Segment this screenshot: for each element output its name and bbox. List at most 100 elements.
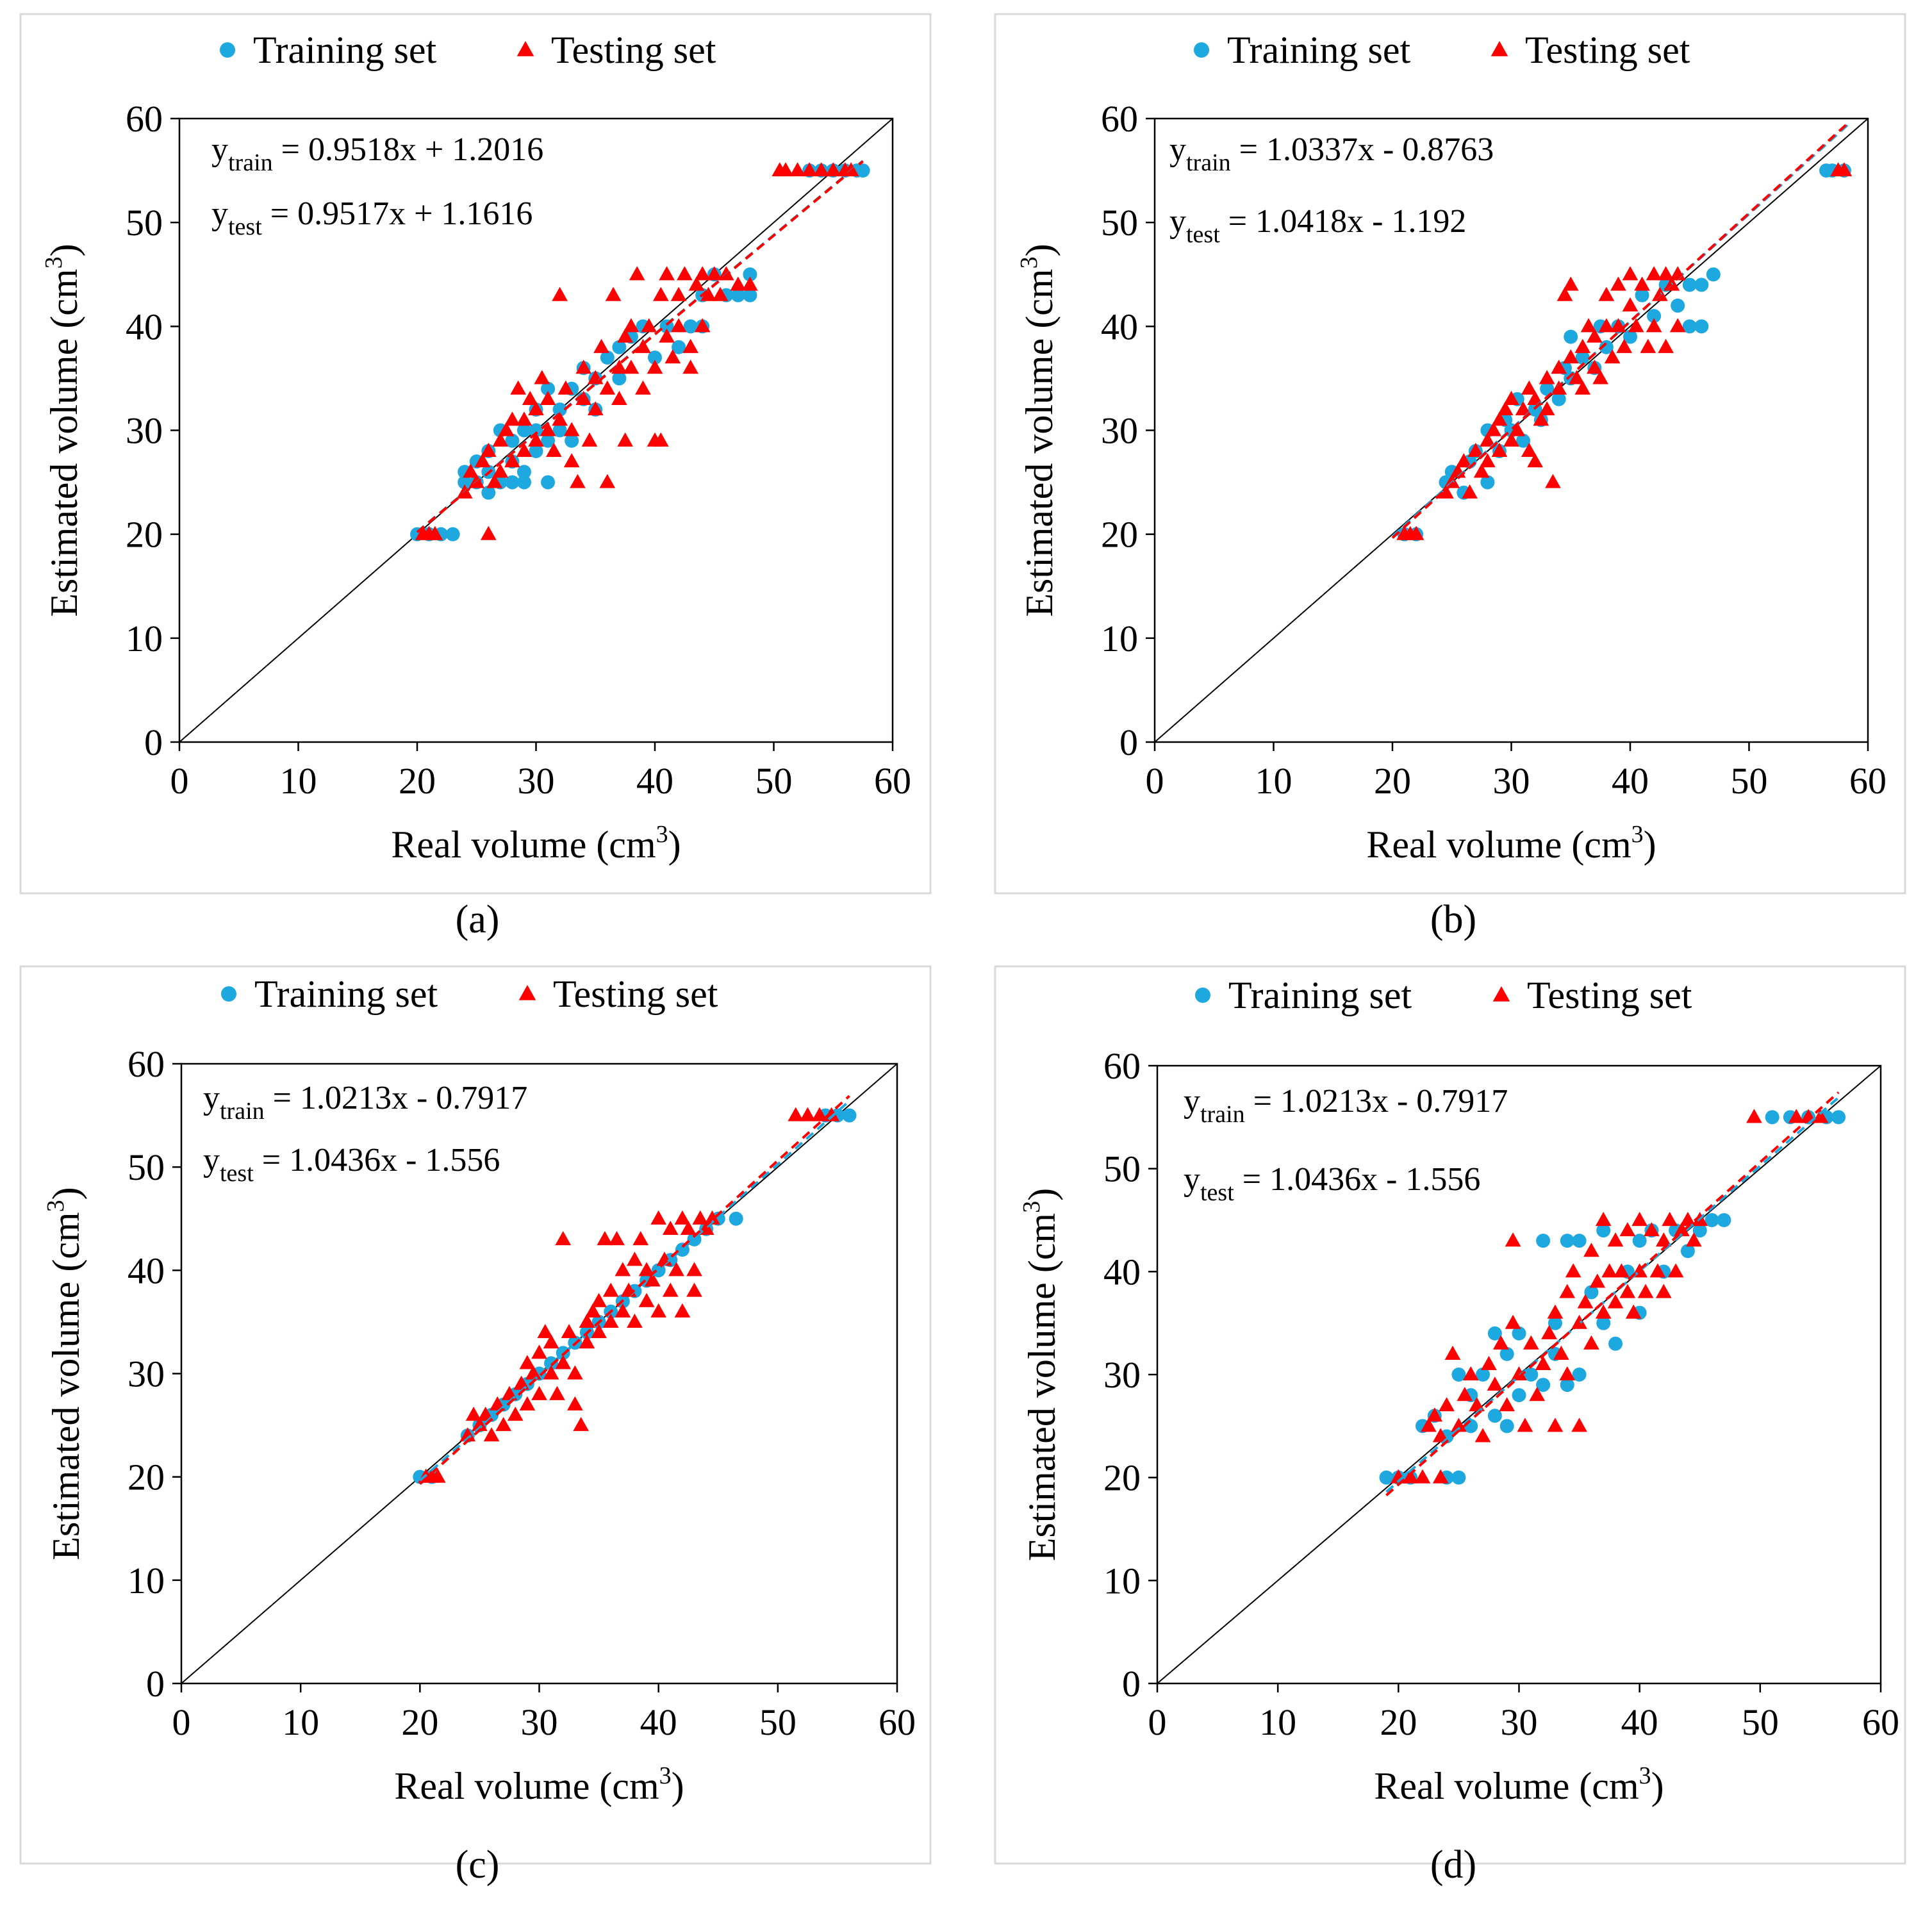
data-point-testing xyxy=(1616,338,1633,353)
equation-training: ytrain = 1.0213x - 0.7917 xyxy=(203,1080,527,1125)
data-point-testing xyxy=(602,1282,619,1297)
data-point-testing xyxy=(545,442,562,458)
data-point-testing xyxy=(1533,411,1549,426)
legend-label-training: Training set xyxy=(253,29,436,71)
data-point-testing xyxy=(567,1396,583,1410)
data-point-testing xyxy=(1583,1335,1599,1350)
data-point-training xyxy=(1476,1368,1490,1382)
data-point-training xyxy=(1831,1110,1846,1125)
data-point-testing xyxy=(528,432,544,447)
x-tick-label: 50 xyxy=(1742,1701,1779,1743)
data-point-training xyxy=(672,340,686,354)
data-point-testing xyxy=(627,1313,643,1328)
data-point-testing xyxy=(1658,266,1674,281)
data-point-training xyxy=(1692,1223,1707,1238)
data-point-testing xyxy=(623,360,640,374)
data-point-training xyxy=(1584,1285,1599,1300)
data-point-testing xyxy=(563,422,580,436)
data-point-testing xyxy=(652,286,669,301)
data-point-testing xyxy=(599,380,616,395)
data-point-testing xyxy=(575,360,592,374)
data-point-testing xyxy=(1421,1418,1437,1432)
equation-subscript: test xyxy=(228,213,262,240)
data-point-testing xyxy=(825,162,841,177)
data-point-testing xyxy=(1529,1387,1546,1401)
equation-lhs: y xyxy=(203,1142,220,1178)
x-tick-label: 60 xyxy=(1862,1701,1899,1743)
data-point-testing xyxy=(1455,453,1472,468)
y-tick-label: 60 xyxy=(128,1043,165,1085)
data-point-testing xyxy=(1646,266,1662,281)
data-point-testing xyxy=(659,266,675,281)
data-point-training xyxy=(529,443,543,458)
data-point-testing xyxy=(519,1355,536,1369)
data-point-testing xyxy=(635,338,651,353)
data-point-testing xyxy=(662,1282,679,1297)
equation-rhs: = 1.0418x - 1.192 xyxy=(1220,203,1467,240)
equation-lhs: y xyxy=(211,195,228,232)
data-point-testing xyxy=(1492,1335,1509,1350)
data-point-testing xyxy=(801,162,818,177)
data-point-testing xyxy=(525,1365,541,1380)
data-point-testing xyxy=(638,1293,655,1307)
legend-marker-testing xyxy=(516,41,534,56)
panel-letter: (c) xyxy=(456,1843,500,1887)
y-tick-label: 30 xyxy=(1103,1354,1141,1396)
data-point-training xyxy=(1596,1316,1611,1330)
x-tick-label: 0 xyxy=(170,760,189,802)
y-tick-label: 50 xyxy=(1101,202,1138,244)
data-point-testing xyxy=(645,1272,661,1287)
data-point-testing xyxy=(522,390,538,405)
data-point-training xyxy=(1765,1110,1779,1125)
x-axis-label-text: Real volume (cm xyxy=(391,823,656,866)
data-point-testing xyxy=(1517,1418,1533,1432)
data-point-testing xyxy=(528,401,544,416)
data-point-testing xyxy=(537,1324,554,1339)
data-point-testing xyxy=(563,453,580,468)
data-point-training xyxy=(1647,309,1662,324)
data-point-testing xyxy=(1480,432,1496,447)
data-point-testing xyxy=(1491,442,1508,458)
data-point-training xyxy=(1560,1378,1574,1393)
y-axis-label: Estimated volume (cm3) xyxy=(40,244,85,616)
data-point-testing xyxy=(1571,1418,1587,1432)
x-axis-label-superscript: 3 xyxy=(1639,1762,1651,1789)
data-point-testing xyxy=(519,1396,536,1410)
x-tick-label: 40 xyxy=(640,1701,677,1743)
data-point-testing xyxy=(492,432,509,447)
data-point-testing xyxy=(1432,1469,1449,1484)
data-point-testing xyxy=(1457,1387,1473,1401)
data-point-testing xyxy=(1485,422,1502,436)
data-point-testing xyxy=(670,286,687,301)
data-point-testing xyxy=(1521,442,1537,458)
legend-label-training: Training set xyxy=(1228,974,1412,1016)
data-point-testing xyxy=(472,1417,488,1432)
y-tick-label: 20 xyxy=(128,1457,165,1498)
data-point-testing xyxy=(1601,1263,1617,1278)
data-point-testing xyxy=(1559,1284,1576,1298)
y-tick-label: 20 xyxy=(1103,1457,1141,1499)
data-point-testing xyxy=(1565,1263,1581,1278)
data-point-training xyxy=(1599,340,1614,354)
legend-label-training: Training set xyxy=(1227,29,1410,71)
y-tick-label: 20 xyxy=(1101,514,1138,556)
data-point-training xyxy=(1694,319,1709,334)
data-point-training xyxy=(552,402,567,417)
data-point-training xyxy=(1512,1388,1526,1403)
data-point-testing xyxy=(674,1210,691,1225)
trendline-testing xyxy=(1385,1091,1840,1496)
data-point-testing xyxy=(1649,1263,1666,1278)
equation-subscript: train xyxy=(1186,149,1231,176)
equation-subscript: test xyxy=(220,1160,254,1187)
data-point-testing xyxy=(1746,1109,1762,1123)
data-point-testing xyxy=(629,266,645,281)
x-axis-label-text: Real volume (cm xyxy=(1366,823,1631,866)
equation-training: ytrain = 1.0213x - 0.7917 xyxy=(1184,1083,1508,1128)
panel-letter: (b) xyxy=(1430,898,1476,941)
data-point-testing xyxy=(1589,1273,1606,1288)
data-point-testing xyxy=(486,474,502,488)
x-tick-label: 10 xyxy=(1255,760,1292,802)
data-point-training xyxy=(1623,329,1637,344)
data-point-testing xyxy=(682,338,698,353)
